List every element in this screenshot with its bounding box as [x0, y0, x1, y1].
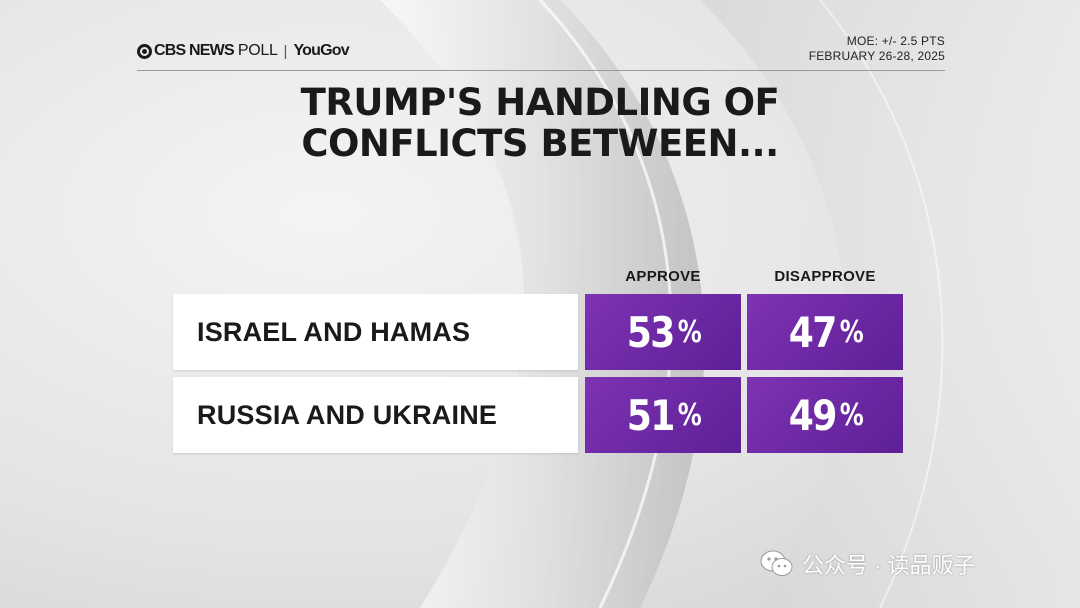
column-header-approve: APPROVE — [625, 268, 701, 285]
brand-network: CBS NEWS — [154, 42, 235, 59]
column-header-disapprove: DISAPPROVE — [774, 268, 876, 285]
percent-sign: % — [839, 314, 863, 350]
brand-separator: | — [283, 42, 288, 60]
row-label-israel-hamas: ISRAEL AND HAMAS — [173, 294, 578, 370]
cell-disapprove-row-2: 49% — [747, 377, 903, 453]
watermark: 公众号 · 读品贩子 — [760, 548, 976, 580]
cell-disapprove-row-1: 47% — [747, 294, 903, 370]
cell-approve-row-2: 51% — [585, 377, 741, 453]
title-line-2: CONFLICTS BETWEEN... — [301, 122, 779, 165]
cell-value: 53 — [627, 307, 676, 357]
margin-of-error: MOE: +/- 2.5 PTS — [846, 34, 945, 48]
wechat-icon — [760, 550, 793, 576]
percent-sign: % — [677, 397, 701, 433]
cell-approve-row-1: 53% — [585, 294, 741, 370]
poll-meta: MOE: +/- 2.5 PTS FEBRUARY 26-28, 2025 — [809, 34, 945, 64]
row-label-text: ISRAEL AND HAMAS — [197, 317, 471, 347]
watermark-text: 公众号 · 读品贩子 — [802, 553, 976, 578]
poll-dates: FEBRUARY 26-28, 2025 — [808, 49, 945, 63]
brand-partner: YouGov — [293, 42, 349, 59]
percent-sign: % — [839, 397, 863, 433]
cell-value: 49 — [789, 390, 838, 440]
row-label-russia-ukraine: RUSSIA AND UKRAINE — [173, 377, 578, 453]
brand-logo: CBS NEWS POLL | YouGov — [137, 42, 350, 60]
percent-sign: % — [677, 314, 701, 350]
cell-value: 51 — [627, 390, 676, 440]
cbs-eye-icon — [137, 43, 152, 59]
cell-value: 47 — [789, 307, 838, 357]
brand-poll: POLL — [237, 42, 278, 59]
header: CBS NEWS POLL | YouGov MOE: +/- 2.5 PTS … — [137, 30, 945, 71]
row-label-text: RUSSIA AND UKRAINE — [197, 400, 498, 430]
chart-title: TRUMP'S HANDLING OF CONFLICTS BETWEEN... — [200, 82, 880, 164]
title-line-1: TRUMP'S HANDLING OF — [300, 81, 780, 124]
